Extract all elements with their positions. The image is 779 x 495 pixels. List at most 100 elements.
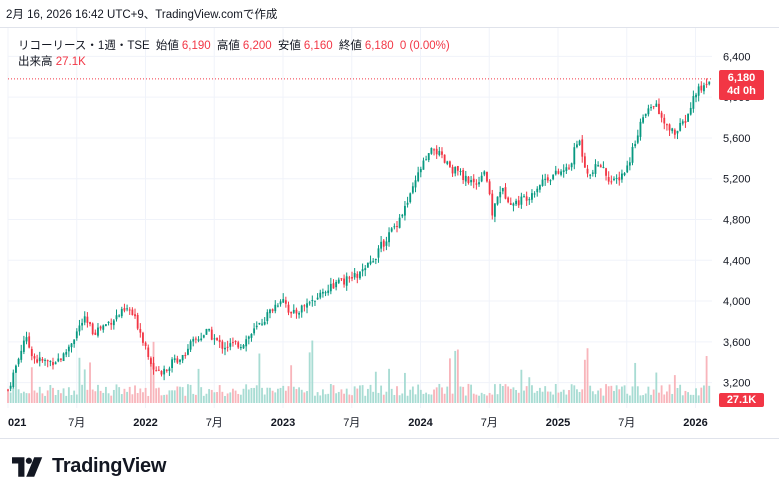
- candle-body: [210, 329, 213, 340]
- volume-bar: [287, 386, 290, 403]
- volume-bar: [94, 391, 97, 403]
- candle-body: [303, 305, 306, 307]
- candle-body: [663, 117, 666, 124]
- volume-bar: [131, 394, 134, 403]
- candle-body: [578, 140, 581, 145]
- volume-bar: [684, 390, 687, 403]
- volume-bar: [210, 389, 213, 403]
- volume-bar: [7, 390, 9, 403]
- candle-body: [287, 304, 290, 313]
- candle-body: [425, 159, 428, 161]
- volume-bar: [509, 388, 512, 403]
- open-label: 始値: [155, 40, 179, 52]
- volume-bar: [647, 386, 650, 403]
- candle-body: [568, 167, 570, 169]
- volume-bar: [20, 393, 23, 403]
- volume-bar: [449, 358, 451, 403]
- volume-bar: [255, 385, 258, 403]
- tradingview-brand[interactable]: TradingView: [12, 455, 166, 478]
- volume-bar: [36, 392, 39, 403]
- volume-bar: [102, 392, 105, 403]
- candle-body: [496, 196, 499, 205]
- candle-body: [398, 217, 401, 228]
- volume-legend: 出来高 27.1K: [18, 53, 86, 69]
- candle-body: [427, 153, 430, 161]
- volume-bar: [446, 386, 449, 403]
- candle-body: [343, 278, 345, 285]
- candle-body: [226, 346, 229, 348]
- last-price-tag: 6,180 4d 0h: [719, 69, 764, 100]
- volume-bar: [327, 393, 330, 403]
- volume-bar: [321, 389, 324, 403]
- candle-body: [147, 347, 150, 357]
- candle-body: [46, 360, 49, 362]
- volume-bar: [613, 390, 615, 403]
- candle-body: [300, 305, 303, 313]
- volume-bar: [70, 394, 73, 403]
- volume-bar: [541, 391, 544, 403]
- candle-body: [658, 103, 660, 115]
- candle-body: [181, 354, 184, 361]
- candle-body: [152, 362, 155, 370]
- candle-body: [41, 358, 44, 361]
- volume-bar: [441, 387, 443, 403]
- volume-bar: [128, 386, 131, 403]
- candle-body: [20, 350, 23, 360]
- volume-bar: [168, 390, 171, 403]
- volume-bar: [594, 394, 597, 403]
- volume-bar: [306, 391, 308, 403]
- candle-body: [483, 171, 486, 175]
- candle-body: [533, 193, 536, 195]
- candle-body: [271, 309, 274, 312]
- volume-bar: [274, 392, 277, 403]
- y-tick-label: 3,600: [723, 337, 751, 349]
- volume-bar: [560, 391, 562, 403]
- candle-body: [245, 339, 248, 347]
- volume-bar: [554, 384, 557, 403]
- candle-body: [388, 232, 390, 243]
- low-label: 安値: [277, 40, 301, 52]
- candle-body: [594, 164, 597, 174]
- candle-body: [306, 303, 308, 308]
- volume-bar: [308, 352, 311, 403]
- volume-bar: [708, 385, 711, 403]
- volume-bar: [456, 349, 459, 403]
- candle-body: [623, 173, 626, 176]
- price-chart[interactable]: 3,2003,6004,0004,4004,8005,2005,6006,000…: [0, 28, 779, 438]
- close-value: 6,180: [364, 40, 394, 52]
- volume-bar: [316, 392, 319, 403]
- y-tick-label: 4,000: [723, 296, 751, 308]
- volume-bar: [652, 389, 655, 403]
- candle-body: [374, 258, 377, 260]
- candle-body: [504, 187, 507, 199]
- chart-frame[interactable]: 3,2003,6004,0004,4004,8005,2005,6006,000…: [0, 27, 779, 439]
- volume-bar: [658, 392, 660, 403]
- candle-body: [615, 177, 618, 179]
- volume-bar: [425, 392, 428, 403]
- candle-body: [189, 341, 192, 350]
- volume-bar: [261, 387, 263, 403]
- volume-bar: [208, 389, 211, 403]
- volume-bar: [22, 391, 25, 403]
- volume-bar: [99, 390, 102, 403]
- volume-bar: [488, 392, 491, 403]
- candle-body: [708, 81, 711, 85]
- volume-bar: [531, 385, 533, 403]
- candle-body: [401, 214, 404, 217]
- candle-body: [290, 312, 293, 314]
- candle-body: [97, 327, 99, 336]
- volume-bar: [247, 389, 250, 403]
- candle-body: [650, 107, 652, 109]
- volume-bar: [491, 394, 494, 403]
- volume-bar: [165, 394, 168, 403]
- volume-bar: [422, 393, 425, 403]
- volume-bar: [54, 394, 57, 403]
- candle-body: [520, 196, 523, 205]
- candle-body: [104, 324, 107, 326]
- volume-bar: [374, 371, 377, 403]
- candlesticks: [7, 78, 711, 392]
- candle-body: [75, 331, 78, 339]
- candle-body: [234, 340, 237, 342]
- volume-bar: [345, 388, 348, 403]
- volume-bar: [234, 390, 237, 403]
